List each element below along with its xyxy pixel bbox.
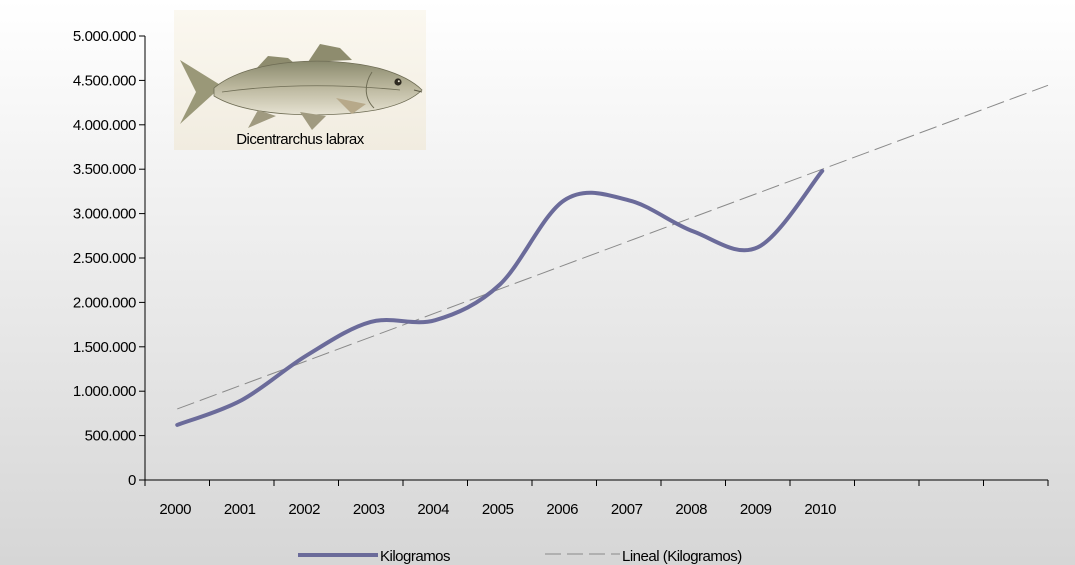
fish-icon <box>180 44 423 130</box>
y-tick-label: 1.000.000 <box>73 383 136 400</box>
legend: Kilogramos Lineal (Kilogramos) <box>298 548 743 565</box>
series-line-kilogramos <box>175 168 825 427</box>
x-tick-label: 2006 <box>546 501 578 518</box>
legend-item-kilogramos: Kilogramos <box>298 548 451 565</box>
x-tick-label: 2002 <box>288 501 320 518</box>
x-tick-label: 2009 <box>740 501 772 518</box>
y-tick-label: 0 <box>128 472 136 489</box>
x-tick-label: 2008 <box>675 501 707 518</box>
legend-label-lineal: Lineal (Kilogramos) <box>622 548 742 565</box>
y-tick-label: 2.500.000 <box>73 250 136 267</box>
y-tick-label: 1.500.000 <box>73 339 136 356</box>
fish-image: Dicentrarchus labrax <box>174 10 426 150</box>
y-axis: 0 500.000 1.000.000 1.500.000 2.000.000 2.500… <box>73 28 146 489</box>
legend-item-lineal: Lineal (Kilogramos) <box>545 548 743 565</box>
y-tick-label: 500.000 <box>85 428 136 445</box>
x-tick-label: 2000 <box>159 501 191 518</box>
legend-label-kilogramos: Kilogramos <box>380 548 450 565</box>
y-tick-label: 5.000.000 <box>73 28 136 45</box>
y-tick-label: 4.500.000 <box>73 72 136 89</box>
x-tick-label: 2004 <box>417 501 449 518</box>
trendline <box>177 84 1049 410</box>
x-axis: 2000 2001 2002 2003 2004 2005 2006 2007 2008 2009… <box>144 479 1049 518</box>
fish-caption: Dicentrarchus labrax <box>236 131 365 148</box>
y-tick-label: 4.000.000 <box>73 117 136 134</box>
y-tick-label: 2.000.000 <box>73 294 136 311</box>
y-tick-label: 3.000.000 <box>73 206 136 223</box>
x-tick-label: 2001 <box>224 501 256 518</box>
y-tick-label: 3.500.000 <box>73 161 136 178</box>
x-tick-label: 2007 <box>611 501 643 518</box>
x-tick-label: 2010 <box>804 501 836 518</box>
trendline-layer <box>177 84 1049 410</box>
x-tick-label: 2005 <box>482 501 514 518</box>
x-tick-label: 2003 <box>353 501 385 518</box>
series-layer <box>175 168 825 427</box>
